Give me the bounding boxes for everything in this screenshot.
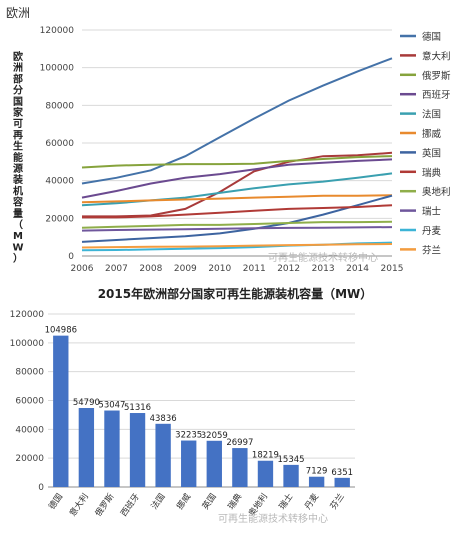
line-series-11 — [81, 243, 393, 249]
bar-5 — [181, 440, 197, 487]
legend-entry: 奥地利 — [422, 186, 451, 198]
bar-category-label: 芬兰 — [328, 491, 347, 511]
bar-8 — [257, 460, 274, 487]
line-series-9 — [81, 226, 393, 232]
line-chart-x-tick-label: 2007 — [105, 264, 128, 274]
legend-entry: 瑞士 — [422, 206, 442, 218]
bar-category-label: 法国 — [149, 491, 168, 511]
legend-entry: 挪威 — [422, 128, 442, 140]
line-chart-x-tick-label: 2015 — [381, 264, 404, 274]
bar-4 — [155, 423, 171, 487]
bar-7 — [232, 448, 248, 487]
line-series-8 — [81, 220, 393, 229]
bar-2 — [104, 410, 120, 487]
legend-entry: 西班牙 — [422, 89, 451, 101]
bar-3 — [129, 413, 146, 487]
line-chart-y-tick-label: 40000 — [45, 177, 74, 187]
bar-chart: 2015年欧洲部分国家可再生能源装机容量（MW） 0 20000 40000 6000… — [10, 286, 373, 525]
bar-data-label: 6351 — [331, 468, 353, 478]
line-series-6 — [81, 194, 393, 243]
bar-category-label: 瑞典 — [226, 491, 245, 512]
line-series-2 — [81, 155, 393, 169]
bar-category-label: 德国 — [46, 491, 65, 511]
line-chart-series — [81, 57, 393, 252]
bar-category-label: 俄罗斯 — [93, 491, 117, 519]
bar-category-label: 瑞士 — [277, 491, 296, 512]
legend-entry: 丹麦 — [422, 225, 442, 237]
bar-data-label: 7129 — [306, 467, 328, 477]
line-chart-y-tick-label: 100000 — [40, 64, 75, 74]
bar-chart-y-tick-label: 80000 — [15, 368, 44, 378]
line-series-5 — [81, 194, 393, 204]
bar-chart-bars — [53, 335, 350, 487]
line-series-7 — [82, 204, 393, 219]
bar-category-label: 丹麦 — [302, 491, 321, 512]
bar-11 — [334, 477, 350, 487]
line-chart-y-tick-label: 60000 — [45, 139, 74, 149]
bar-chart-y-tick-label: 40000 — [15, 425, 44, 435]
line-chart-x-tick-label: 2008 — [139, 264, 162, 274]
bar-data-label: 51316 — [124, 403, 151, 413]
bar-category-label: 西班牙 — [118, 491, 142, 518]
legend-entry: 芬兰 — [422, 244, 441, 256]
line-chart-x-tick-label: 2014 — [346, 264, 369, 274]
watermark: 可再生能源技术转移中心 — [218, 512, 328, 525]
line-chart-x-tick-label: 2010 — [208, 264, 231, 274]
bar-1 — [78, 408, 95, 487]
line-chart-y-tick-label: 120000 — [40, 26, 75, 36]
bar-data-label: 32059 — [201, 431, 228, 441]
bar-category-label: 英国 — [200, 491, 219, 511]
legend-entry: 英国 — [422, 147, 441, 159]
line-chart-x-tick-label: 2009 — [174, 264, 197, 274]
line-chart-y-ticks: 0 20000 40000 60000 80000 100000 120000 — [40, 26, 75, 262]
line-chart-y-tick-label: 0 — [68, 252, 74, 262]
watermark: 可再生能源技术转移中心 — [268, 251, 378, 264]
legend-entry: 意大利 — [422, 50, 451, 62]
bar-chart-y-tick-label: 120000 — [10, 310, 45, 320]
line-chart-y-tick-label: 80000 — [45, 101, 74, 111]
bar-category-label: 意大利 — [67, 491, 91, 518]
line-chart-x-ticks: 2006 2007 2008 2009 2010 2011 2012 2013 2014 2015 — [71, 264, 404, 274]
line-chart-y-tick-label: 20000 — [45, 214, 74, 224]
line-series-3 — [81, 158, 393, 199]
bar-data-label: 43836 — [150, 414, 177, 424]
bar-6 — [206, 440, 222, 487]
bar-chart-y-tick-label: 0 — [38, 483, 44, 493]
bar-data-label: 26997 — [226, 438, 253, 448]
bar-chart-y-tick-label: 60000 — [15, 397, 44, 407]
bar-chart-y-ticks: 0 20000 40000 60000 80000 100000 120000 — [10, 310, 45, 493]
bar-data-label: 104986 — [45, 326, 77, 336]
legend-entry: 俄罗斯 — [422, 70, 451, 82]
bar-9 — [283, 464, 299, 487]
legend-entry: 法国 — [422, 109, 441, 121]
bar-chart-grid — [48, 313, 355, 488]
line-chart-y-axis-label: 欧洲部分国家可再生能源装机容量（ M W） — [12, 50, 24, 265]
page-title: 欧洲 — [6, 6, 31, 20]
bar-data-label: 15345 — [278, 455, 305, 465]
bar-category-label: 挪威 — [174, 491, 193, 512]
line-chart-x-tick-label: 2011 — [243, 264, 266, 274]
bar-data-label: 32235 — [175, 431, 202, 441]
line-series-0 — [81, 57, 393, 185]
bar-chart-y-tick-label: 20000 — [15, 454, 44, 464]
bar-0 — [53, 335, 69, 487]
legend-entry: 德国 — [422, 31, 441, 43]
legend-entry: 瑞典 — [422, 167, 442, 179]
bar-chart-title: 2015年欧洲部分国家可再生能源装机容量（MW） — [98, 286, 373, 301]
line-chart-x-tick-label: 2013 — [312, 264, 335, 274]
bar-data-label: 53047 — [98, 401, 125, 411]
line-chart-y-label: 欧洲部分国家可再生能源装机容量（ M W） — [12, 50, 24, 265]
bar-10 — [308, 476, 325, 487]
bar-data-label: 18219 — [252, 451, 279, 461]
line-chart-x-tick-label: 2006 — [71, 264, 94, 274]
bar-data-label: 54790 — [73, 398, 100, 408]
bar-chart-y-tick-label: 100000 — [10, 339, 45, 349]
line-chart-x-tick-label: 2012 — [277, 264, 300, 274]
